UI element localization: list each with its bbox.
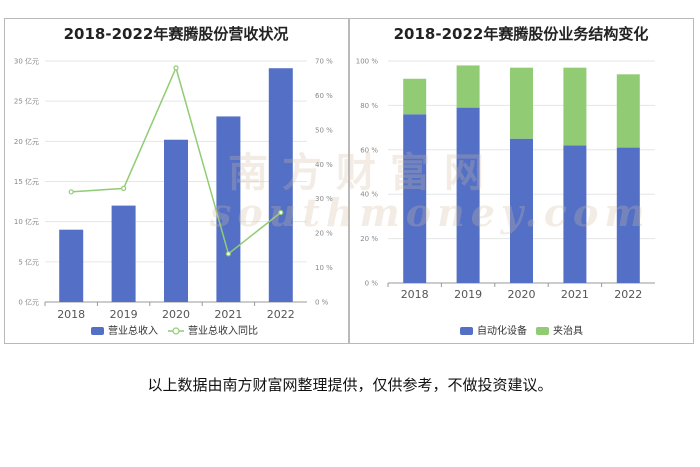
- chart-title: 2018-2022年赛腾股份营收状况: [64, 25, 289, 43]
- legend-swatch-bar: [91, 327, 104, 335]
- legend-swatch: [536, 327, 549, 335]
- bar-segment-fixtures: [456, 65, 480, 108]
- bar: [111, 205, 136, 302]
- bar-segment-fixtures: [403, 78, 427, 115]
- revenue-chart: 2018-2022年赛腾股份营收状况 0 亿元 5 亿元 10 亿元 15 亿元 20 亿…: [14, 25, 333, 337]
- x-tick-label: 2018: [57, 308, 85, 321]
- bar: [268, 68, 293, 302]
- y-right-tick-label: 20 %: [315, 230, 333, 238]
- bar: [216, 116, 241, 303]
- legend-label: 自动化设备: [477, 324, 527, 337]
- legend-label: 营业总收入: [108, 324, 158, 337]
- bar: [164, 139, 188, 302]
- y-left-tick-label: 20 亿元: [14, 137, 39, 146]
- bar-segment-automation: [510, 138, 533, 283]
- x-tick-label: 2020: [508, 288, 536, 301]
- bar: [59, 229, 84, 302]
- bar-segment-automation: [456, 107, 480, 284]
- bar-segment-automation: [563, 145, 587, 283]
- y-right-tick-label: 60 %: [315, 92, 333, 100]
- x-tick-label: 2020: [162, 308, 190, 321]
- business-structure-chart-panel: 2018-2022年赛腾股份业务结构变化 0 % 20 % 40 % 60 % 80 % 1…: [349, 18, 694, 344]
- legend-swatch-point: [172, 327, 180, 335]
- x-tick-label: 2018: [401, 288, 429, 301]
- x-tick-label: 2019: [110, 308, 138, 321]
- y-tick-label: 60 %: [360, 146, 378, 154]
- legend-swatch: [460, 327, 473, 335]
- line-point: [120, 185, 127, 191]
- revenue-chart-panel: 2018-2022年赛腾股份营收状况 0 亿元 5 亿元 10 亿元 15 亿元 20 亿…: [4, 18, 349, 344]
- line-point: [225, 251, 231, 257]
- line-point: [278, 209, 284, 216]
- y-tick-label: 80 %: [360, 102, 378, 110]
- bar-segment-automation: [403, 114, 427, 283]
- caption-text: 以上数据由南方财富网整理提供，仅供参考，不做投资建议。: [147, 376, 553, 394]
- line-point: [68, 189, 74, 195]
- x-tick-label: 2022: [267, 308, 295, 321]
- legend-label: 夹治具: [553, 324, 583, 337]
- line-point: [173, 65, 179, 71]
- y-left-tick-label: 5 亿元: [18, 257, 39, 266]
- y-right-tick-label: 70 %: [315, 58, 333, 66]
- y-tick-label: 20 %: [360, 235, 378, 243]
- y-tick-label: 40 %: [360, 191, 378, 199]
- y-right-tick-label: 50 %: [315, 126, 333, 134]
- y-left-tick-label: 0 亿元: [18, 298, 39, 307]
- y-left-tick-label: 25 亿元: [14, 97, 39, 106]
- bar-segment-fixtures: [510, 67, 533, 139]
- x-tick-label: 2022: [614, 288, 642, 301]
- y-left-tick-label: 10 亿元: [14, 217, 39, 226]
- x-tick-label: 2019: [454, 288, 482, 301]
- y-left-tick-label: 15 亿元: [14, 177, 39, 186]
- y-right-tick-label: 30 %: [315, 195, 333, 203]
- legend-label: 营业总收入同比: [188, 324, 258, 337]
- bar-segment-fixtures: [616, 74, 640, 148]
- y-right-tick-label: 40 %: [315, 161, 333, 169]
- chart-title: 2018-2022年赛腾股份业务结构变化: [394, 25, 649, 43]
- bar-segment-automation: [616, 147, 640, 283]
- y-right-tick-label: 0 %: [315, 299, 329, 307]
- y-right-tick-label: 10 %: [315, 264, 333, 272]
- y-tick-label: 0 %: [365, 280, 379, 288]
- bar-segment-fixtures: [563, 67, 587, 146]
- business-structure-chart: 2018-2022年赛腾股份业务结构变化 0 % 20 % 40 % 60 % 80 % 1…: [356, 25, 655, 337]
- x-tick-label: 2021: [214, 308, 242, 321]
- y-tick-label: 100 %: [356, 58, 379, 66]
- y-left-tick-label: 30 亿元: [14, 57, 39, 66]
- x-tick-label: 2021: [561, 288, 589, 301]
